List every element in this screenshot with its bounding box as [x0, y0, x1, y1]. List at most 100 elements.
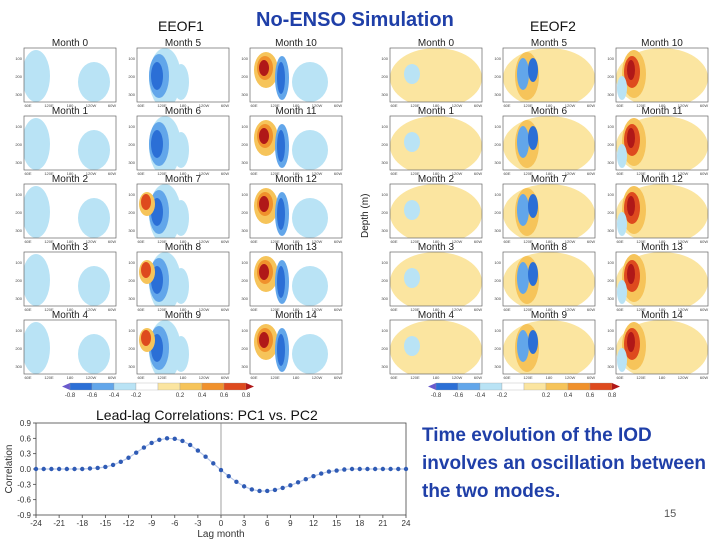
longitude-tick-label: 120W [312, 103, 323, 108]
panel-frame [615, 183, 709, 239]
colorbar-segment [523, 382, 547, 391]
depth-tick-label: 100 [381, 124, 388, 129]
cold-anomaly-region [404, 200, 420, 220]
cold-anomaly-region [617, 212, 627, 236]
eeof-panel: Month 5 100 200 300 60E 120E 180 120W 60W [494, 38, 596, 108]
panel-month-label: Month 0 [52, 38, 89, 49]
cold-anomaly-region [151, 62, 163, 90]
data-point [396, 466, 401, 472]
data-point [388, 466, 393, 472]
longitude-tick-label: 60W [587, 171, 595, 176]
data-point [203, 454, 208, 459]
depth-tick-label: 100 [607, 192, 614, 197]
x-tick-label: -9 [148, 519, 156, 528]
depth-tick-label: 300 [15, 228, 22, 233]
colorbar-segment [135, 382, 159, 391]
cold-anomaly-region [528, 58, 538, 82]
depth-tick-label: 200 [128, 142, 135, 147]
longitude-tick-label: 60W [587, 375, 595, 380]
longitude-tick-label: 180 [293, 239, 300, 244]
longitude-tick-label: 60E [137, 375, 144, 380]
panel-frame [249, 115, 343, 171]
panel-month-label: Month 2 [418, 174, 455, 185]
x-tick-label: 18 [355, 519, 364, 528]
depth-tick-label: 200 [241, 346, 248, 351]
depth-tick-label: 200 [15, 142, 22, 147]
longitude-tick-label: 120E [157, 239, 167, 244]
colorbar-segment [589, 382, 613, 391]
longitude-tick-label: 180 [180, 171, 187, 176]
depth-tick-label: 300 [607, 296, 614, 301]
colorbar-tick-label: -0.2 [497, 393, 508, 399]
longitude-tick-label: 120E [157, 375, 167, 380]
longitude-tick-label: 60W [700, 103, 708, 108]
longitude-tick-label: 120W [678, 307, 689, 312]
longitude-tick-label: 60E [250, 239, 257, 244]
data-point [110, 462, 116, 468]
panel-frame [502, 319, 596, 375]
longitude-tick-label: 120W [565, 103, 576, 108]
longitude-tick-label: 120E [523, 375, 533, 380]
panel-frame [23, 319, 117, 375]
data-point [172, 436, 177, 442]
cold-anomaly-region [517, 262, 529, 294]
panel-frame [389, 115, 483, 171]
cold-anomaly-region [151, 130, 163, 158]
cold-anomaly-region [277, 130, 285, 162]
longitude-tick-label: 120E [523, 239, 533, 244]
colorbar-tick-label: -0.8 [65, 393, 76, 399]
panel-frame [389, 251, 483, 307]
cold-anomaly-region [404, 132, 420, 152]
depth-tick-label: 300 [607, 160, 614, 165]
data-point [334, 468, 339, 473]
data-point [41, 466, 46, 472]
cold-anomaly-region [78, 266, 110, 306]
longitude-tick-label: 120E [270, 239, 280, 244]
longitude-tick-label: 60W [474, 171, 482, 176]
longitude-tick-label: 120W [452, 239, 463, 244]
cold-anomaly-region [404, 268, 420, 288]
colorbar: -0.8 -0.6 -0.4 -0.2 0.2 0.4 0.6 0.8 [62, 382, 254, 399]
depth-tick-label: 100 [128, 124, 135, 129]
longitude-tick-label: 120E [410, 239, 420, 244]
depth-tick-label: 100 [381, 56, 388, 61]
depth-tick-label: 300 [128, 92, 135, 97]
cold-anomaly-region [517, 194, 529, 226]
y-tick-label: 0.0 [20, 465, 32, 474]
longitude-tick-label: 180 [293, 307, 300, 312]
longitude-tick-label: 180 [293, 375, 300, 380]
longitude-tick-label: 60E [616, 375, 623, 380]
panel-month-label: Month 8 [531, 242, 568, 253]
longitude-tick-label: 180 [546, 375, 553, 380]
longitude-tick-label: 60E [390, 307, 397, 312]
panel-frame [136, 319, 230, 375]
data-point [249, 487, 255, 492]
longitude-tick-label: 60E [616, 171, 623, 176]
warm-anomaly-region [141, 262, 151, 278]
panel-frame [502, 183, 596, 239]
x-tick-label: 3 [242, 519, 247, 528]
x-tick-label: 15 [332, 519, 341, 528]
colorbar-segment [201, 382, 225, 391]
longitude-tick-label: 180 [433, 239, 440, 244]
warm-anomaly-region [259, 128, 269, 144]
data-point [187, 442, 193, 448]
data-point [149, 440, 154, 446]
depth-tick-label: 200 [381, 142, 388, 147]
depth-tick-label: 200 [494, 210, 501, 215]
cold-anomaly-region [24, 118, 50, 170]
longitude-tick-label: 120E [157, 171, 167, 176]
longitude-tick-label: 60W [108, 375, 116, 380]
depth-tick-label: 200 [15, 210, 22, 215]
longitude-tick-label: 60W [700, 171, 708, 176]
data-point [226, 473, 231, 479]
data-point [49, 466, 54, 472]
colorbar-tick-label: -0.6 [453, 393, 464, 399]
x-tick-label: 21 [378, 519, 387, 528]
depth-tick-label: 300 [381, 228, 388, 233]
longitude-tick-label: 60E [137, 307, 144, 312]
panel-month-label: Month 5 [165, 38, 202, 49]
warm-anomaly-region [627, 196, 635, 216]
longitude-tick-label: 180 [546, 239, 553, 244]
